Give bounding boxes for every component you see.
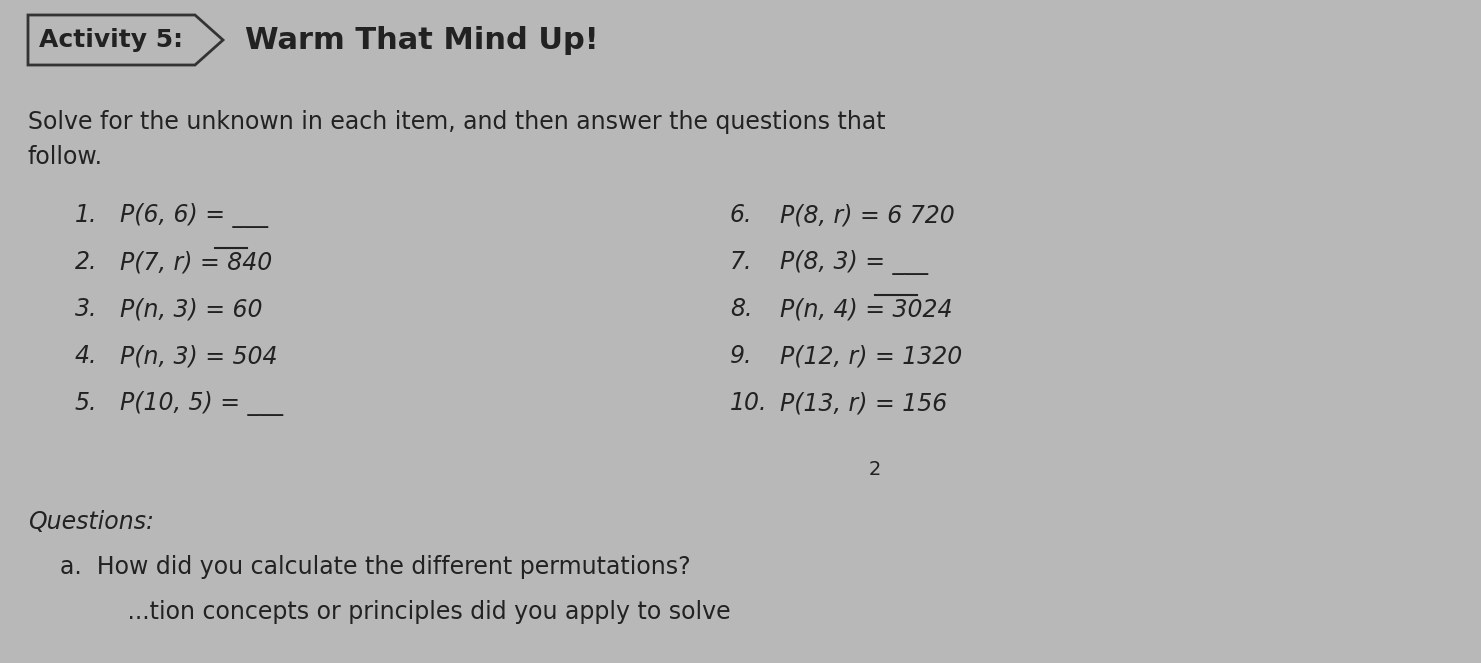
Text: P(n, 3) = 60: P(n, 3) = 60 <box>120 297 262 321</box>
Text: P(8, 3) = ___: P(8, 3) = ___ <box>780 249 929 274</box>
Text: P(13, r) = 156: P(13, r) = 156 <box>780 391 948 415</box>
Text: 7.: 7. <box>730 250 752 274</box>
Text: 3.: 3. <box>76 297 98 321</box>
Text: 6.: 6. <box>730 203 752 227</box>
Text: ...tion concepts or principles did you apply to solve: ...tion concepts or principles did you a… <box>61 600 730 624</box>
Text: 2.: 2. <box>76 250 98 274</box>
Text: 1.: 1. <box>76 203 98 227</box>
Text: P(8, r) = 6 720: P(8, r) = 6 720 <box>780 203 955 227</box>
Text: P(10, 5) = ___: P(10, 5) = ___ <box>120 391 283 416</box>
Text: a.  How did you calculate the different permutations?: a. How did you calculate the different p… <box>61 555 690 579</box>
Text: Warm That Mind Up!: Warm That Mind Up! <box>244 25 598 54</box>
Text: P(n, 3) = 504: P(n, 3) = 504 <box>120 344 277 368</box>
Text: P(12, r) = 1320: P(12, r) = 1320 <box>780 344 963 368</box>
Text: 10.: 10. <box>730 391 767 415</box>
Text: 4.: 4. <box>76 344 98 368</box>
Text: Solve for the unknown in each item, and then answer the questions that: Solve for the unknown in each item, and … <box>28 110 886 134</box>
Text: 5.: 5. <box>76 391 98 415</box>
Text: Activity 5:: Activity 5: <box>40 28 184 52</box>
Text: Questions:: Questions: <box>28 510 154 534</box>
Text: 2: 2 <box>869 460 881 479</box>
Text: P(n, 4) = 3024: P(n, 4) = 3024 <box>780 297 952 321</box>
Text: 9.: 9. <box>730 344 752 368</box>
Text: P(6, 6) = ___: P(6, 6) = ___ <box>120 202 268 227</box>
Text: P(7, r) = 840: P(7, r) = 840 <box>120 250 273 274</box>
Text: follow.: follow. <box>28 145 104 169</box>
Text: 8.: 8. <box>730 297 752 321</box>
